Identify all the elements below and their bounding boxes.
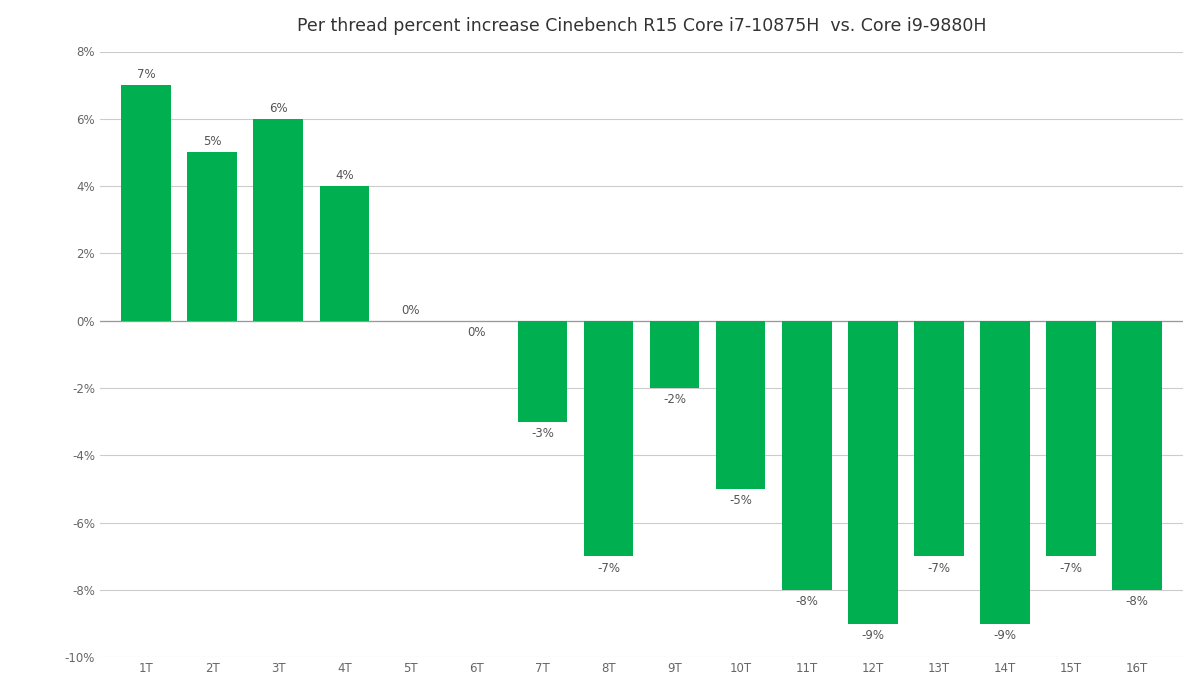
Bar: [848, 321, 898, 623]
Text: -8%: -8%: [1126, 595, 1148, 608]
Text: -9%: -9%: [862, 629, 884, 642]
Bar: [914, 321, 964, 556]
Text: -9%: -9%: [994, 629, 1016, 642]
Bar: [121, 85, 170, 321]
Bar: [517, 321, 568, 422]
Text: 0%: 0%: [467, 326, 486, 339]
Title: Per thread percent increase Cinebench R15 Core i7-10875H  vs. Core i9-9880H: Per thread percent increase Cinebench R1…: [296, 17, 986, 35]
Bar: [1046, 321, 1096, 556]
Text: -3%: -3%: [532, 427, 554, 440]
Text: 7%: 7%: [137, 68, 156, 81]
Bar: [980, 321, 1030, 623]
Bar: [253, 119, 304, 321]
Text: -7%: -7%: [928, 561, 950, 574]
Text: -7%: -7%: [598, 561, 620, 574]
Bar: [319, 186, 370, 321]
Bar: [782, 321, 832, 590]
Bar: [187, 152, 236, 321]
Bar: [650, 321, 700, 388]
Text: -7%: -7%: [1060, 561, 1082, 574]
Bar: [584, 321, 634, 556]
Bar: [1112, 321, 1162, 590]
Text: 4%: 4%: [335, 169, 354, 182]
Text: 0%: 0%: [401, 304, 420, 317]
Text: 6%: 6%: [269, 102, 288, 115]
Text: 5%: 5%: [203, 136, 222, 149]
Text: -5%: -5%: [730, 494, 752, 507]
Text: -8%: -8%: [796, 595, 818, 608]
Bar: [716, 321, 766, 489]
Text: -2%: -2%: [664, 393, 686, 406]
